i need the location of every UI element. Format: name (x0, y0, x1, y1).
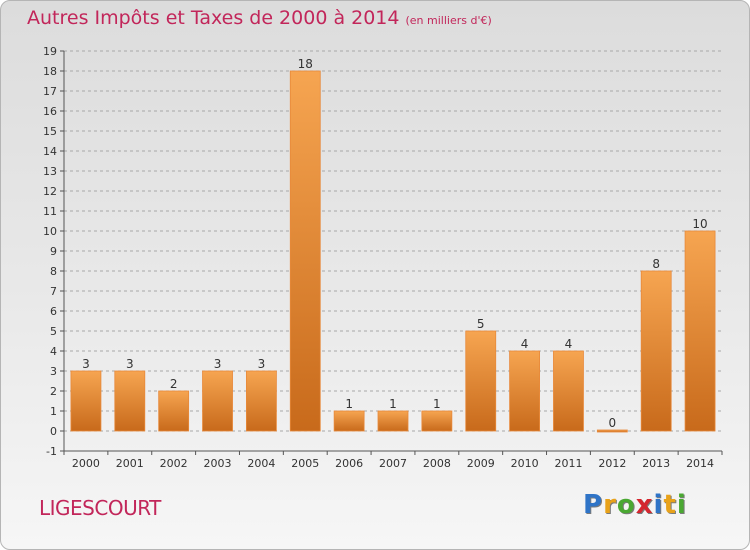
y-tick-label: 1 (50, 405, 57, 418)
logo-letter: r (603, 490, 617, 520)
bar (684, 230, 716, 432)
x-tick-label: 2005 (291, 457, 319, 470)
logo-letter: x (635, 490, 654, 520)
data-label: 1 (389, 397, 397, 411)
chart-title-unit: (en milliers d'€) (405, 14, 492, 27)
data-label: 3 (214, 357, 222, 371)
data-label: 2 (170, 377, 178, 391)
data-label: 0 (609, 416, 617, 430)
y-tick-label: 14 (43, 145, 57, 158)
logo-letter: t (663, 490, 677, 520)
x-tick-label: 2006 (335, 457, 363, 470)
labels: 3 3 2 3 3 18 1 1 1 5 4 4 0 8 10 (82, 57, 708, 430)
bar (377, 410, 409, 432)
y-tick-label: 7 (50, 285, 57, 298)
x-tick-label: 2004 (247, 457, 275, 470)
y-tick-label: -1 (46, 445, 57, 458)
x-tick-label: 2011 (554, 457, 582, 470)
data-label: 1 (345, 397, 353, 411)
x-tick-label: 2001 (116, 457, 144, 470)
logo-letter: i (676, 490, 687, 520)
bar (553, 350, 584, 432)
bar (245, 370, 277, 432)
x-tick-label: 2013 (642, 457, 670, 470)
x-tick-label: 2008 (423, 457, 451, 470)
y-tick-label: 16 (43, 105, 57, 118)
bar (421, 410, 453, 432)
bar (289, 70, 321, 432)
y-tick-label: 13 (43, 165, 57, 178)
bar (114, 370, 146, 432)
y-tick-label: 18 (43, 65, 57, 78)
data-label: 8 (652, 257, 660, 271)
x-tick-label: 2007 (379, 457, 407, 470)
bar (465, 330, 497, 432)
y-tick-label: 17 (43, 85, 57, 98)
bars (70, 70, 716, 433)
y-tick-label: 2 (50, 385, 57, 398)
data-label: 4 (565, 337, 573, 351)
data-label: 10 (692, 217, 707, 231)
y-tick-label: 5 (50, 325, 57, 338)
x-tick-label: 2009 (467, 457, 495, 470)
chart-title: Autres Impôts et Taxes de 2000 à 2014 (en… (27, 7, 492, 29)
bar (509, 350, 541, 432)
bar (640, 270, 672, 432)
logo-letter: o (616, 490, 636, 520)
data-label: 4 (521, 337, 529, 351)
y-tick-label: 11 (43, 205, 57, 218)
y-tick-label: 6 (50, 305, 57, 318)
bar (596, 429, 628, 433)
logo-letter: i (653, 490, 664, 520)
x-tick-label: 2012 (598, 457, 626, 470)
data-label: 3 (258, 357, 266, 371)
y-tick-label: 12 (43, 185, 57, 198)
x-tick-label: 2003 (204, 457, 232, 470)
chart-title-main: Autres Impôts et Taxes de 2000 à 2014 (27, 7, 400, 29)
y-tick-label: 10 (43, 225, 57, 238)
y-tick-label: 15 (43, 125, 57, 138)
y-tick-label: 3 (50, 365, 57, 378)
data-label: 18 (298, 57, 313, 71)
data-label: 5 (477, 317, 485, 331)
data-label: 3 (126, 357, 134, 371)
data-label: 1 (433, 397, 441, 411)
logo-letter: P (583, 490, 604, 520)
x-tick-label: 2014 (686, 457, 714, 470)
bar (202, 370, 233, 432)
commune-name: LIGESCOURT (39, 496, 161, 520)
y-tick-label: 9 (50, 245, 57, 258)
y-tick-label: 0 (50, 425, 57, 438)
x-tick-label: 2010 (511, 457, 539, 470)
y-tick-label: 19 (43, 45, 57, 58)
proxiti-logo[interactable]: Proxiti (583, 490, 687, 520)
bar (158, 390, 190, 432)
x-tick-label: 2000 (72, 457, 100, 470)
bar (70, 370, 102, 432)
bar (333, 410, 365, 432)
y-tick-label: 4 (50, 345, 57, 358)
data-label: 3 (82, 357, 90, 371)
x-tick-label: 2002 (160, 457, 188, 470)
y-tick-label: 8 (50, 265, 57, 278)
